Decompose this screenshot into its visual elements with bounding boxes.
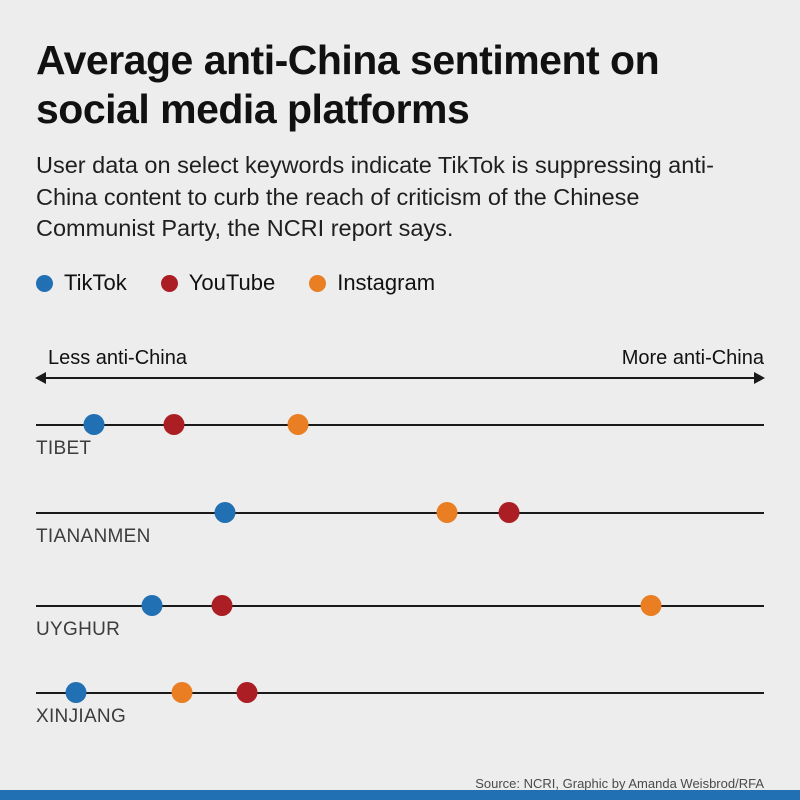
row-label: TIBET — [36, 438, 92, 459]
tiktok-data-dot — [214, 502, 236, 523]
subtitle: User data on select keywords indicate Ti… — [36, 152, 714, 242]
row-label: XINJIANG — [36, 706, 127, 727]
axis-label-more: More anti-China — [621, 347, 764, 369]
tiktok-data-dot — [83, 414, 105, 435]
tiktok-data-dot — [141, 595, 163, 616]
legend-item-youtube: YouTube — [160, 270, 276, 296]
instagram-data-dot — [640, 595, 662, 616]
tiktok-data-dot — [65, 682, 87, 703]
legend-label-tiktok: TikTok — [64, 270, 127, 295]
row-baseline — [36, 424, 764, 426]
legend-item-instagram: Instagram — [309, 270, 435, 296]
row-label: TIANANMEN — [36, 526, 151, 547]
dot-plot: TIBET TIANANMEN UYGHUR XINJIANG — [36, 0, 764, 800]
page-title: Average anti-China sentiment on social m… — [36, 37, 660, 133]
youtube-dot-icon — [160, 274, 178, 292]
instagram-data-dot — [436, 502, 458, 523]
source-credit: Source: NCRI, Graphic by Amanda Weisbrod… — [475, 776, 764, 791]
youtube-data-dot — [163, 414, 185, 435]
row-label: UYGHUR — [36, 619, 121, 640]
axis-label-less: Less anti-China — [48, 347, 187, 369]
legend-label-youtube: YouTube — [188, 270, 276, 295]
legend-label-instagram: Instagram — [337, 270, 436, 295]
instagram-data-dot — [287, 414, 309, 435]
legend: TikTok YouTube Instagram — [36, 270, 435, 296]
row-baseline — [36, 605, 764, 607]
row-baseline — [36, 692, 764, 694]
tiktok-dot-icon — [36, 274, 53, 292]
bottom-accent-bar — [0, 790, 800, 800]
youtube-data-dot — [498, 502, 520, 523]
axis-double-arrow — [35, 372, 765, 384]
youtube-data-dot — [236, 682, 258, 703]
instagram-dot-icon — [309, 274, 327, 292]
legend-item-tiktok: TikTok — [36, 270, 127, 296]
instagram-data-dot — [171, 682, 193, 703]
row-baseline — [36, 512, 764, 514]
youtube-data-dot — [211, 595, 233, 616]
